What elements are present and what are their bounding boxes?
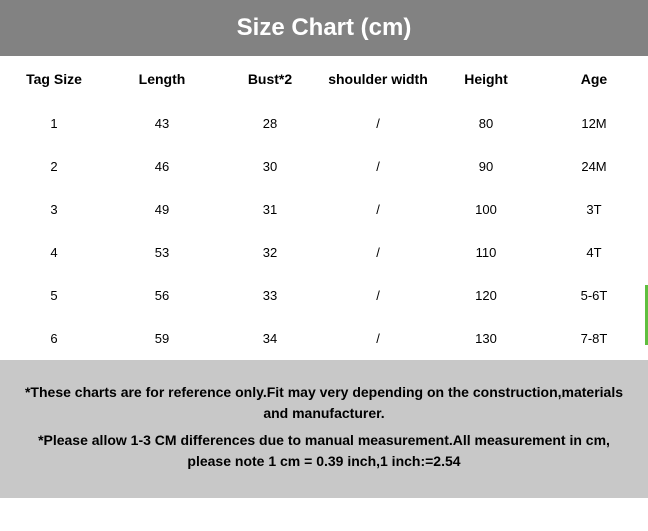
table-row: 4 53 32 / 110 4T — [0, 231, 648, 274]
footer-note-1: *These charts are for reference only.Fit… — [24, 382, 624, 424]
table-body: 1 43 28 / 80 12M 2 46 30 / 90 24M 3 49 3… — [0, 102, 648, 360]
table-row: 1 43 28 / 80 12M — [0, 102, 648, 145]
cell: / — [324, 231, 432, 274]
cell: / — [324, 102, 432, 145]
cell: 80 — [432, 102, 540, 145]
cell: 1 — [0, 102, 108, 145]
cell: 90 — [432, 145, 540, 188]
cell: 46 — [108, 145, 216, 188]
table-row: 6 59 34 / 130 7-8T — [0, 317, 648, 360]
col-height: Height — [432, 56, 540, 102]
cell: 4T — [540, 231, 648, 274]
size-table-container: Tag Size Length Bust*2 shoulder width He… — [0, 56, 648, 360]
size-table: Tag Size Length Bust*2 shoulder width He… — [0, 56, 648, 360]
col-length: Length — [108, 56, 216, 102]
cell: / — [324, 188, 432, 231]
footer-note-2: *Please allow 1-3 CM differences due to … — [24, 430, 624, 472]
cell: 33 — [216, 274, 324, 317]
cell: / — [324, 274, 432, 317]
cell: 30 — [216, 145, 324, 188]
cell: 110 — [432, 231, 540, 274]
size-chart-header: Size Chart (cm) — [0, 0, 648, 56]
cell: 130 — [432, 317, 540, 360]
cell: 4 — [0, 231, 108, 274]
table-row: 2 46 30 / 90 24M — [0, 145, 648, 188]
cell: 34 — [216, 317, 324, 360]
footer-notes: *These charts are for reference only.Fit… — [0, 360, 648, 498]
cell: 28 — [216, 102, 324, 145]
cell: 5-6T — [540, 274, 648, 317]
cell: 5 — [0, 274, 108, 317]
col-bust: Bust*2 — [216, 56, 324, 102]
cell: 59 — [108, 317, 216, 360]
cell: 31 — [216, 188, 324, 231]
col-shoulder: shoulder width — [324, 56, 432, 102]
cell: 3T — [540, 188, 648, 231]
cell: 7-8T — [540, 317, 648, 360]
table-row: 3 49 31 / 100 3T — [0, 188, 648, 231]
cell: 120 — [432, 274, 540, 317]
cell: / — [324, 317, 432, 360]
table-header-row: Tag Size Length Bust*2 shoulder width He… — [0, 56, 648, 102]
cell: 53 — [108, 231, 216, 274]
col-tag-size: Tag Size — [0, 56, 108, 102]
header-title: Size Chart (cm) — [237, 14, 412, 41]
cell: 2 — [0, 145, 108, 188]
cell: 32 — [216, 231, 324, 274]
cell: 56 — [108, 274, 216, 317]
table-row: 5 56 33 / 120 5-6T — [0, 274, 648, 317]
cell: 24M — [540, 145, 648, 188]
col-age: Age — [540, 56, 648, 102]
cell: 100 — [432, 188, 540, 231]
cell: 6 — [0, 317, 108, 360]
cell: / — [324, 145, 432, 188]
cell: 49 — [108, 188, 216, 231]
cell: 12M — [540, 102, 648, 145]
cell: 43 — [108, 102, 216, 145]
cell: 3 — [0, 188, 108, 231]
